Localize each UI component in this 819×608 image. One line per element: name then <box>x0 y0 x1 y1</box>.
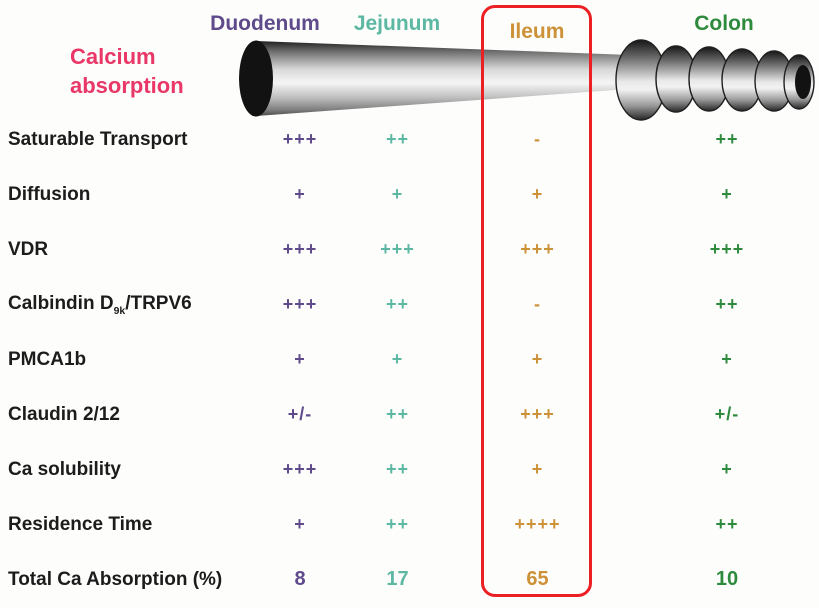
value-cell-duodenum: +++ <box>282 129 318 149</box>
table-row: PMCA1b + + + + <box>0 332 819 387</box>
row-label: Diffusion <box>8 183 91 205</box>
value-cell-colon: ++ <box>715 514 739 534</box>
table-row: Diffusion + + + + <box>0 167 819 222</box>
value-cell-colon: ++ <box>715 294 739 314</box>
tube-open-end <box>239 40 273 117</box>
value-cell-colon: + <box>721 459 733 479</box>
value-cell-ileum: + <box>531 184 544 204</box>
value-cell-duodenum: +++ <box>282 294 318 314</box>
colon-open-end <box>795 65 811 99</box>
column-header-colon: Colon <box>694 12 754 35</box>
value-cell-jejunum: 17 <box>386 568 409 590</box>
value-cell-ileum: - <box>534 129 541 149</box>
row-label: Saturable Transport <box>8 128 188 150</box>
value-cell-jejunum: + <box>391 349 404 369</box>
value-cell-ileum: + <box>531 459 544 479</box>
colon-haustra <box>615 39 815 121</box>
value-cell-colon: + <box>721 349 733 369</box>
value-cell-jejunum: + <box>391 184 404 204</box>
row-label-part: /TRPV6 <box>125 292 192 314</box>
value-cell-duodenum: +++ <box>282 239 318 259</box>
table-row: Claudin 2/12 +/- ++ +++ +/- <box>0 387 819 442</box>
value-cell-ileum: +++ <box>520 404 555 424</box>
value-cell-ileum: +++ <box>520 239 555 259</box>
absorption-table: Saturable Transport +++ ++ - ++ Diffusion + + + +… <box>0 112 819 607</box>
value-cell-ileum: ++++ <box>514 514 561 534</box>
row-label: Ca solubility <box>8 458 121 480</box>
value-cell-jejunum: ++ <box>385 129 410 149</box>
row-label-part: Calbindin D <box>8 292 114 314</box>
table-row: Saturable Transport +++ ++ - ++ <box>0 112 819 167</box>
value-cell-duodenum: 8 <box>294 568 306 590</box>
value-cell-colon: +/- <box>714 404 740 424</box>
column-header-jejunum: Jejunum <box>353 12 441 35</box>
value-cell-ileum: + <box>531 349 544 369</box>
value-cell-jejunum: ++ <box>385 514 410 534</box>
value-cell-duodenum: + <box>294 514 306 534</box>
value-cell-jejunum: ++ <box>385 459 410 479</box>
value-cell-ileum: 65 <box>526 568 549 590</box>
value-cell-colon: ++ <box>715 129 739 149</box>
value-cell-colon: + <box>721 184 733 204</box>
value-cell-colon: +++ <box>709 239 745 259</box>
ileum-highlight-box <box>481 5 592 597</box>
value-cell-jejunum: +++ <box>380 239 415 259</box>
table-row: Residence Time + ++ ++++ ++ <box>0 497 819 552</box>
row-label: Total Ca Absorption (%) <box>8 568 223 590</box>
row-label: Calbindin D9k/TRPV6 <box>0 293 245 317</box>
row-label: PMCA1b <box>8 348 87 370</box>
table-row: Total Ca Absorption (%) 8 17 65 10 <box>0 552 819 607</box>
table-row: Ca solubility +++ ++ + + <box>0 442 819 497</box>
row-label: Residence Time <box>8 513 153 535</box>
value-cell-jejunum: ++ <box>385 294 410 314</box>
row-label-part: 9k <box>113 305 126 317</box>
value-cell-duodenum: +/- <box>287 404 313 424</box>
value-cell-duodenum: + <box>294 349 306 369</box>
value-cell-ileum: - <box>534 294 541 314</box>
table-row: VDR +++ +++ +++ +++ <box>0 222 819 277</box>
value-cell-duodenum: +++ <box>282 459 318 479</box>
column-header-duodenum: Duodenum <box>210 12 320 35</box>
row-label: Claudin 2/12 <box>8 403 120 425</box>
value-cell-jejunum: ++ <box>385 404 410 424</box>
table-row: Calbindin D9k/TRPV6 +++ ++ - ++ <box>0 277 819 332</box>
column-header-ileum: Ileum <box>509 20 565 43</box>
value-cell-colon: 10 <box>715 568 739 590</box>
figure-title: Calcium absorption <box>70 44 184 99</box>
value-cell-duodenum: + <box>294 184 306 204</box>
row-label: VDR <box>8 238 49 260</box>
